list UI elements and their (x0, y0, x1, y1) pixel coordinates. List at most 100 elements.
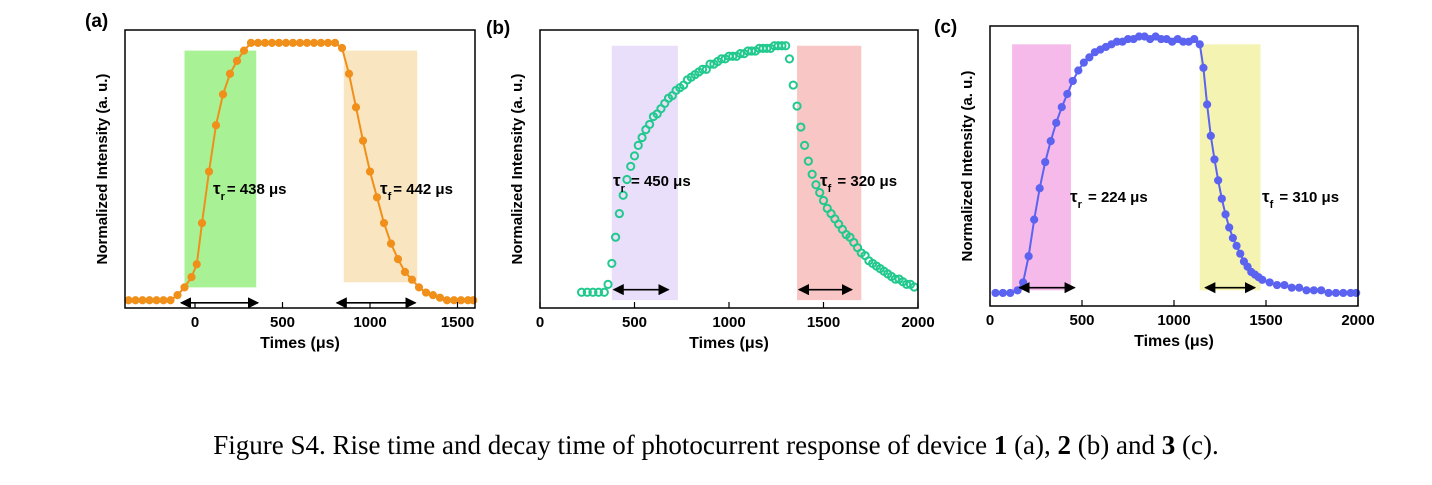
data-point (204, 167, 214, 176)
data-point (309, 38, 319, 47)
data-point (618, 190, 628, 200)
figure-caption: Figure S4. Rise time and decay time of p… (0, 430, 1432, 461)
plot-frame (124, 29, 476, 309)
data-point (1195, 40, 1204, 49)
data-point (260, 38, 270, 47)
data-point (1324, 288, 1333, 298)
data-point (593, 287, 604, 297)
data-point (414, 283, 424, 292)
data-point (211, 121, 221, 130)
data-point (815, 188, 825, 198)
data-point (421, 288, 431, 297)
data-point (288, 38, 298, 47)
tau-annotation: τf = 310 μs (1262, 187, 1339, 211)
data-point (784, 54, 795, 64)
data-point (807, 169, 817, 179)
data-point (386, 239, 396, 248)
caption-part-3: (c). (1175, 430, 1219, 460)
data-point (890, 274, 900, 284)
data-point (1339, 288, 1348, 298)
data-point (323, 38, 333, 47)
x-tick-label: 0 (986, 312, 994, 329)
data-point (1063, 89, 1072, 99)
x-tick-label: 500 (622, 314, 647, 331)
x-axis-label: Times (μs) (1134, 333, 1214, 350)
data-point (1079, 58, 1088, 67)
data-point (1214, 176, 1223, 185)
data-point (777, 41, 787, 51)
data-point (428, 291, 438, 300)
y-axis-label: Normalized Intensity (a. u.) (509, 74, 526, 265)
data-point (1057, 103, 1066, 112)
data-point (372, 193, 382, 202)
data-point (747, 46, 757, 56)
tau-annotation: τr = 438 μs (213, 179, 287, 203)
data-point (393, 254, 403, 264)
data-point (159, 296, 168, 305)
data-point (225, 69, 235, 78)
data-point (1019, 278, 1028, 287)
tau-annotation: τr = 450 μs (613, 171, 691, 195)
tau-annotation: τf = 442 μs (380, 179, 453, 203)
data-point (728, 51, 738, 61)
data-point (138, 296, 147, 305)
data-point (582, 287, 592, 297)
data-point (637, 132, 647, 143)
data-point (456, 296, 466, 305)
data-point (124, 296, 133, 305)
data-point (800, 140, 810, 150)
x-tick-label: 0 (536, 314, 544, 331)
x-axis-label: Times (μs) (260, 335, 340, 352)
data-point (576, 287, 587, 297)
data-point (1225, 223, 1234, 232)
data-point (588, 287, 598, 297)
data-point (818, 195, 829, 206)
x-tick-label: 2000 (1341, 312, 1374, 329)
data-point (274, 38, 284, 47)
data-point (1030, 215, 1039, 224)
chart-panel-0: 0 500 1000 1500 Times (μs) Normalized Intensi… (85, 11, 478, 352)
data-point (1232, 241, 1241, 250)
data-point (1024, 252, 1033, 261)
data-point (607, 258, 617, 269)
data-point (781, 41, 791, 51)
chart-panel-1: 0 500 1000 1500 2000 Times (μs) Normalized Int… (486, 18, 935, 352)
shaded-region (343, 50, 418, 283)
data-point (166, 296, 175, 305)
data-point (330, 38, 340, 47)
caption-device-1: 1 (993, 430, 1008, 460)
data-point (131, 296, 140, 305)
x-tick-label: 1500 (807, 314, 840, 331)
data-point (599, 287, 609, 297)
panel-label: (c) (934, 17, 957, 38)
data-point (246, 38, 256, 47)
caption-part-1: (a), (1007, 430, 1058, 460)
shaded-region (184, 50, 257, 288)
data-point (197, 218, 207, 228)
data-point (316, 38, 326, 47)
data-point (1317, 286, 1326, 295)
caption-device-2: 2 (1057, 430, 1072, 460)
data-point (358, 136, 368, 145)
caption-prefix: Figure S4. Rise time and decay time of p… (213, 430, 994, 460)
data-point (796, 122, 806, 132)
data-point (469, 296, 478, 305)
data-point (902, 279, 912, 289)
tau-annotation: τr = 224 μs (1070, 187, 1148, 211)
data-point (337, 43, 347, 53)
data-point (1236, 249, 1245, 258)
data-point (218, 90, 228, 99)
data-point (1217, 194, 1226, 203)
tau-annotation: τf = 320 μs (820, 171, 897, 195)
data-point (365, 167, 375, 176)
panel-label: (a) (85, 11, 108, 32)
x-tick-label: 1000 (353, 314, 386, 331)
data-point (180, 283, 189, 292)
data-point (400, 267, 410, 277)
data-point (1265, 278, 1274, 287)
data-point (295, 38, 305, 47)
panel-label: (b) (486, 18, 510, 39)
data-point (1295, 283, 1304, 292)
x-tick-label: 1500 (1249, 312, 1282, 329)
caption-part-2: (b) and (1071, 430, 1162, 460)
